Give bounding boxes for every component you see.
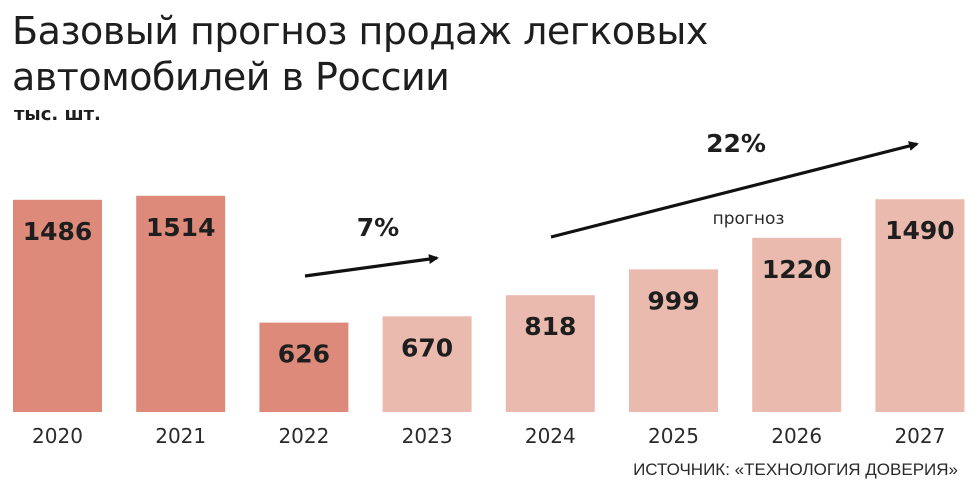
tick-label-2026: 2026 bbox=[771, 424, 822, 448]
tick-label-2021: 2021 bbox=[155, 424, 206, 448]
bar-2025 bbox=[629, 269, 718, 412]
annotations-layer: прогноз 7% 22% bbox=[304, 129, 919, 278]
growth-arrow-2024-2027 bbox=[550, 141, 919, 239]
source-note: ИСТОЧНИК: «ТЕХНОЛОГИЯ ДОВЕРИЯ» bbox=[633, 460, 958, 479]
bar-2022 bbox=[259, 322, 349, 412]
value-label-2021: 1514 bbox=[146, 213, 216, 242]
forecast-label: прогноз bbox=[713, 209, 785, 229]
value-label-2023: 670 bbox=[401, 333, 453, 362]
chart-title: Базовый прогноз продаж легковых автомоби… bbox=[12, 9, 708, 99]
bar-2020 bbox=[13, 199, 102, 412]
tick-label-2027: 2027 bbox=[894, 424, 945, 448]
value-label-2027: 1490 bbox=[885, 216, 955, 245]
growth-label-2024-2027: 22% bbox=[706, 129, 766, 158]
value-label-2026: 1220 bbox=[762, 255, 832, 284]
bar-2021 bbox=[136, 195, 226, 412]
growth-label-2022-2023: 7% bbox=[357, 213, 399, 242]
tick-label-2024: 2024 bbox=[525, 424, 576, 448]
unit-label: тыс. шт. bbox=[14, 104, 101, 125]
bars-layer: 1486 2020 1514 2021 626 2022 670 2023 818 2024 999… bbox=[13, 195, 965, 448]
value-label-2025: 999 bbox=[647, 286, 699, 315]
value-label-2024: 818 bbox=[524, 312, 576, 341]
tick-label-2022: 2022 bbox=[278, 424, 329, 448]
tick-label-2025: 2025 bbox=[648, 424, 699, 448]
bar-2026 bbox=[752, 237, 842, 412]
tick-label-2023: 2023 bbox=[402, 424, 453, 448]
value-label-2022: 626 bbox=[278, 340, 330, 369]
tick-label-2020: 2020 bbox=[32, 424, 83, 448]
bar-2023 bbox=[382, 316, 472, 412]
bar-2027 bbox=[875, 199, 965, 412]
growth-arrow-2022-2023 bbox=[304, 254, 439, 278]
value-label-2020: 1486 bbox=[23, 217, 93, 246]
bar-2024 bbox=[505, 295, 595, 412]
